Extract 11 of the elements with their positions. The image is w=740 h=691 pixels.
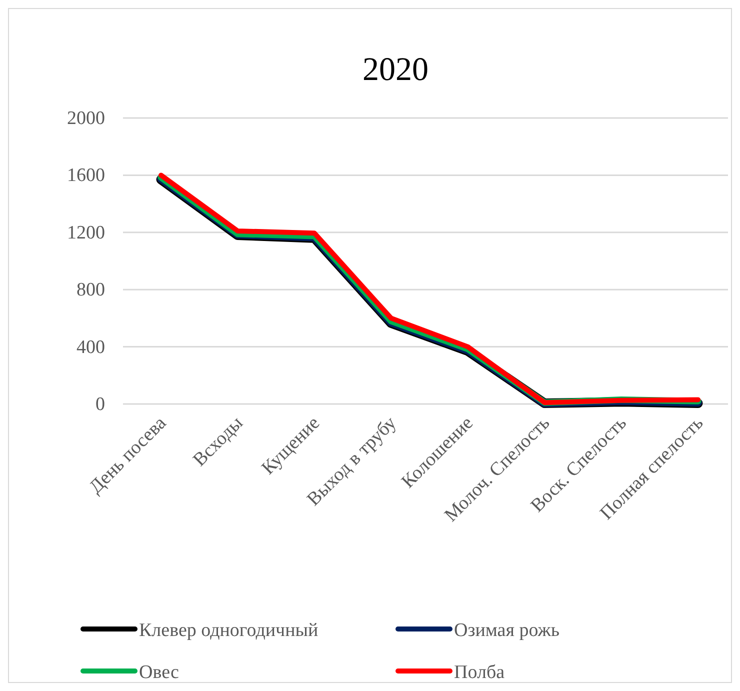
- legend-label: Овес: [139, 662, 179, 683]
- y-tick-label: 800: [76, 280, 105, 301]
- legend-label: Полба: [454, 662, 506, 683]
- chart-title: 2020: [362, 52, 428, 88]
- legend-label: Озимая рожь: [454, 620, 560, 641]
- y-tick-label: 400: [76, 336, 105, 358]
- y-tick-label: 0: [96, 394, 105, 415]
- y-tick-label: 1200: [67, 222, 105, 244]
- y-tick-label: 1600: [67, 165, 105, 186]
- legend-label: Клевер одногодичный: [139, 620, 318, 641]
- y-tick-label: 2000: [67, 108, 105, 129]
